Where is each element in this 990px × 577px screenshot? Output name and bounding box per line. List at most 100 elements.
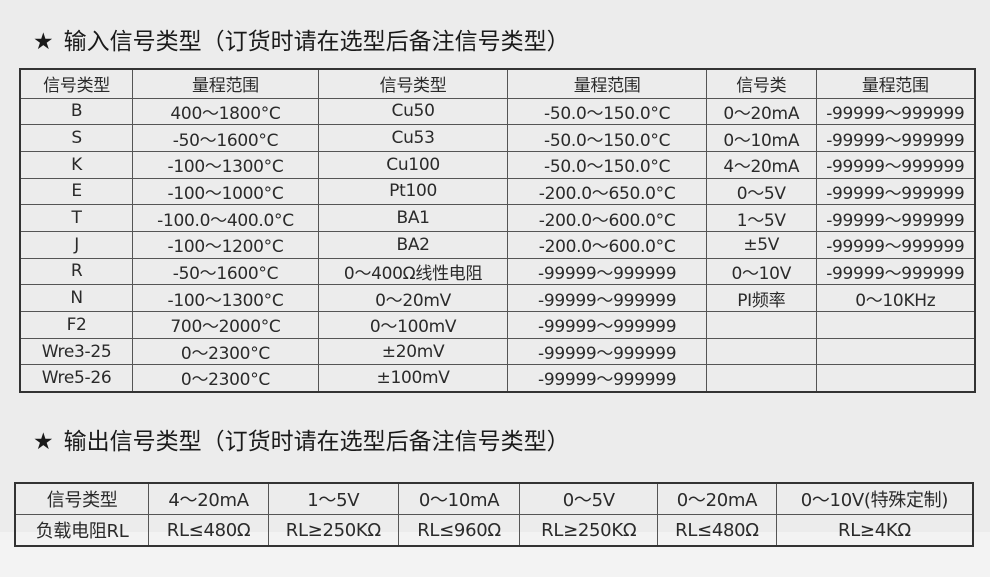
table-row: Wre5-26 0～2300°C ±100mV -99999～999999 <box>19 364 976 393</box>
table-cell: PI频率 <box>705 284 817 312</box>
table-cell: -50～1600°C <box>132 124 319 152</box>
table-cell: Pt100 <box>317 177 509 206</box>
table-cell: 0～20mV <box>317 284 509 312</box>
column-header: 信号类型 <box>317 68 509 99</box>
table-cell: 1～5V <box>267 482 399 515</box>
column-header: 量程范围 <box>132 68 319 99</box>
table-cell: 1～5V <box>705 204 817 232</box>
input-title-text: 输入信号类型（订货时请在选型后备注信号类型） <box>63 29 570 55</box>
table-cell: RL≥4KΩ <box>775 514 974 547</box>
table-cell: 0～10V(特殊定制) <box>775 482 974 515</box>
table-cell: -50.0～150.0°C <box>507 97 707 126</box>
star-icon: ★ <box>33 29 54 55</box>
table-cell: Cu100 <box>317 150 509 179</box>
table-cell: Wre3-25 <box>19 337 134 366</box>
table-cell: -100～1000°C <box>132 177 319 206</box>
table-cell: B <box>19 97 134 126</box>
table-cell: -99999～999999 <box>507 337 707 366</box>
table-row: Wre3-25 0～2300°C ±20mV -99999～999999 <box>19 337 976 366</box>
table-cell: 0～10mA <box>397 482 521 515</box>
output-title-text: 输出信号类型（订货时请在选型后备注信号类型） <box>63 429 570 455</box>
table-cell: Cu50 <box>317 97 509 126</box>
table-cell: 700～2000°C <box>132 311 319 339</box>
table-cell: RL≥250KΩ <box>519 514 659 547</box>
table-cell: N <box>19 284 134 312</box>
table-cell: R <box>19 257 134 286</box>
table-cell <box>815 337 976 366</box>
table-cell: -200.0～600.0°C <box>507 204 707 232</box>
table-cell: 4～20mA <box>705 150 817 179</box>
table-cell: 0～10KHz <box>815 284 976 312</box>
table-cell: -200.0～600.0°C <box>507 230 707 259</box>
input-signal-table: 信号类型 量程范围 信号类型 量程范围 信号类 量程范围 B 400～1800°C Cu50 -5… <box>19 68 976 393</box>
table-cell: -99999～999999 <box>815 150 976 179</box>
column-header: 量程范围 <box>507 68 707 99</box>
table-cell: RL≥250KΩ <box>267 514 399 547</box>
table-cell: RL≤480Ω <box>148 514 269 547</box>
table-cell: Cu53 <box>317 124 509 152</box>
table-cell: -99999～999999 <box>507 257 707 286</box>
table-cell: BA1 <box>317 204 509 232</box>
output-section-title: ★ 输出信号类型（订货时请在选型后备注信号类型） <box>33 422 570 456</box>
table-cell: RL≤480Ω <box>657 514 777 547</box>
table-cell: 4～20mA <box>148 482 269 515</box>
table-cell: -99999～999999 <box>815 177 976 206</box>
table-cell: -99999～999999 <box>815 230 976 259</box>
table-cell <box>705 311 817 339</box>
table-cell: Wre5-26 <box>19 364 134 393</box>
table-cell: S <box>19 124 134 152</box>
table-cell: -100～1200°C <box>132 230 319 259</box>
table-cell: -50.0～150.0°C <box>507 150 707 179</box>
table-cell: -99999～999999 <box>815 204 976 232</box>
table-cell: 0～20mA <box>705 97 817 126</box>
table-header-row: 信号类型 量程范围 信号类型 量程范围 信号类 量程范围 <box>19 68 976 99</box>
table-row: N -100～1300°C 0～20mV -99999～999999 PI频率 0～10K… <box>19 284 976 312</box>
table-cell: 0～10mA <box>705 124 817 152</box>
input-section-title: ★ 输入信号类型（订货时请在选型后备注信号类型） <box>33 22 570 56</box>
table-cell: -99999～999999 <box>815 257 976 286</box>
table-cell: K <box>19 150 134 179</box>
table-cell: 0～2300°C <box>132 364 319 393</box>
table-cell: -99999～999999 <box>815 124 976 152</box>
table-cell: -99999～999999 <box>815 97 976 126</box>
table-row: E -100～1000°C Pt100 -200.0～650.0°C 0～5V -9999… <box>19 177 976 206</box>
table-cell: J <box>19 230 134 259</box>
table-cell: 400～1800°C <box>132 97 319 126</box>
table-cell: -50～1600°C <box>132 257 319 286</box>
table-cell: BA2 <box>317 230 509 259</box>
table-cell: 0～2300°C <box>132 337 319 366</box>
table-cell: 0～20mA <box>657 482 777 515</box>
table-cell <box>815 364 976 393</box>
star-icon: ★ <box>33 429 54 455</box>
table-row: T -100.0～400.0°C BA1 -200.0～600.0°C 1～5V -999… <box>19 204 976 232</box>
table-cell: ±100mV <box>317 364 509 393</box>
table-cell: -99999～999999 <box>507 284 707 312</box>
load-resistance-row: 负载电阻RL RL≤480Ω RL≥250KΩ RL≤960Ω RL≥250KΩ RL≤4… <box>14 514 974 547</box>
table-cell <box>705 337 817 366</box>
output-signal-table: 信号类型 4～20mA 1～5V 0～10mA 0～5V 0～20mA 0～10V(特殊定制… <box>14 482 974 547</box>
table-row: J -100～1200°C BA2 -200.0～600.0°C ±5V -99999～9… <box>19 230 976 259</box>
column-header: 量程范围 <box>815 68 976 99</box>
table-cell: -100～1300°C <box>132 150 319 179</box>
table-cell: ±5V <box>705 230 817 259</box>
table-cell <box>705 364 817 393</box>
table-row: K -100～1300°C Cu100 -50.0～150.0°C 4～20mA -999… <box>19 150 976 179</box>
table-cell: E <box>19 177 134 206</box>
column-header: 信号类型 <box>19 68 134 99</box>
table-cell: 0～5V <box>705 177 817 206</box>
table-cell: -99999～999999 <box>507 311 707 339</box>
table-cell: T <box>19 204 134 232</box>
table-cell: -200.0～650.0°C <box>507 177 707 206</box>
table-cell: ±20mV <box>317 337 509 366</box>
table-cell: 信号类型 <box>14 482 150 515</box>
table-cell: -99999～999999 <box>507 364 707 393</box>
table-cell: 0～400Ω线性电阻 <box>317 257 509 286</box>
table-cell: 0～5V <box>519 482 659 515</box>
table-cell: RL≤960Ω <box>397 514 521 547</box>
table-row: R -50～1600°C 0～400Ω线性电阻 -99999～999999 0～10V -… <box>19 257 976 286</box>
column-header: 信号类 <box>705 68 817 99</box>
table-cell: 0～100mV <box>317 311 509 339</box>
table-row: F2 700～2000°C 0～100mV -99999～999999 <box>19 311 976 339</box>
table-cell: 负载电阻RL <box>14 514 150 547</box>
table-row: B 400～1800°C Cu50 -50.0～150.0°C 0～20mA -99999… <box>19 97 976 126</box>
